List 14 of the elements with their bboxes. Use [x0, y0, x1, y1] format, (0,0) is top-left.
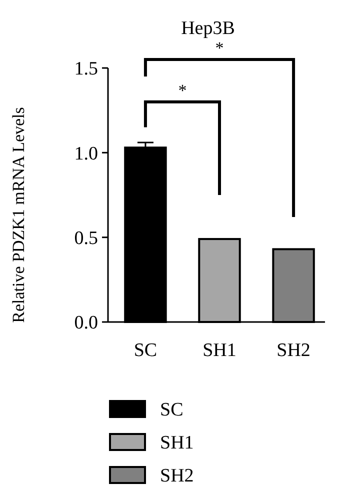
chart-title: Hep3B [181, 18, 235, 39]
annotation: * [178, 80, 187, 100]
x-tick-label: SH2 [276, 340, 310, 361]
y-tick-label: 0.0 [74, 312, 98, 334]
y-tick-label: 1.0 [74, 143, 98, 164]
legend-label: SH2 [160, 466, 194, 487]
y-tick-label: 0.5 [74, 228, 98, 249]
y-axis-title: Relative PDZK1 mRNA Levels [9, 107, 28, 323]
x-tick-label: SC [134, 340, 158, 361]
text: * [215, 38, 224, 58]
x-tick-label: SH1 [202, 340, 236, 361]
legend-label: SH1 [160, 432, 194, 454]
legend-label: SC [160, 400, 184, 421]
y-tick-label: 1.5 [74, 58, 98, 80]
